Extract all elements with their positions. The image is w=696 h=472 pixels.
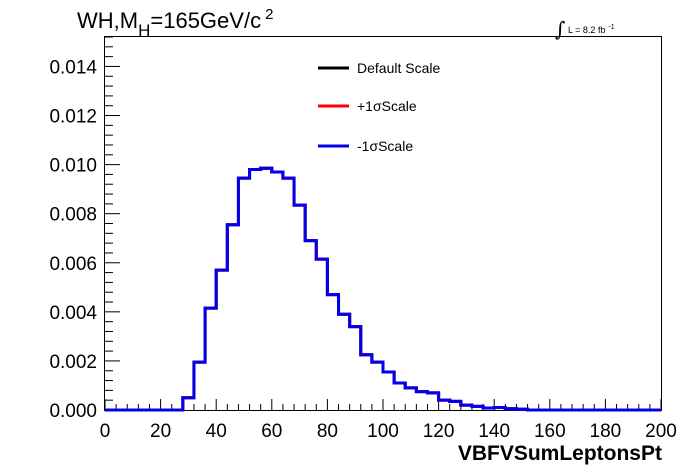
y-tick-label: 0.004 bbox=[49, 303, 97, 324]
plot-frame bbox=[104, 36, 662, 411]
series-line-1 bbox=[105, 166, 661, 412]
series-line-0 bbox=[105, 166, 661, 412]
series-line-2 bbox=[105, 166, 661, 412]
x-tick-label: 0 bbox=[100, 421, 111, 442]
y-tick-label: 0.010 bbox=[49, 156, 97, 177]
x-tick-label: 20 bbox=[150, 421, 171, 442]
title-superscript: 2 bbox=[265, 6, 273, 23]
x-axis: 0 20 40 60 80 100 120 140 160 180 200 bbox=[100, 399, 677, 442]
title-middle: =165GeV/c bbox=[150, 8, 261, 33]
chart-title: WH,MH=165GeV/c 2 bbox=[77, 6, 273, 40]
luminosity-integral-symbol: ∫ bbox=[555, 17, 565, 41]
luminosity-label: L = 8.2 fb -1 bbox=[568, 24, 615, 35]
luminosity-text: L = 8.2 fb bbox=[568, 25, 605, 35]
x-tick-label: 100 bbox=[367, 421, 399, 442]
legend-label-0: Default Scale bbox=[357, 60, 440, 76]
x-tick-label: 180 bbox=[590, 421, 622, 442]
y-tick-label: 0.006 bbox=[49, 254, 97, 275]
x-tick-label: 60 bbox=[261, 421, 282, 442]
y-tick-label: 0.014 bbox=[49, 57, 97, 78]
x-tick-label: 200 bbox=[645, 421, 677, 442]
legend: Default Scale +1σScale -1σScale bbox=[318, 60, 440, 154]
legend-label-1: +1σScale bbox=[357, 98, 417, 114]
x-tick-label: 160 bbox=[534, 421, 566, 442]
y-axis: 0.000 0.002 0.004 0.006 0.008 0.010 0.012 0.014 bbox=[49, 36, 120, 422]
x-tick-label: 120 bbox=[423, 421, 455, 442]
x-tick-label: 80 bbox=[317, 421, 338, 442]
x-axis-label: VBFVSumLeptonsPt bbox=[458, 442, 662, 465]
luminosity-superscript: -1 bbox=[608, 24, 614, 31]
y-tick-label: 0.000 bbox=[49, 401, 97, 422]
y-tick-label: 0.012 bbox=[49, 107, 97, 128]
title-subscript: H bbox=[138, 21, 150, 40]
y-tick-label: 0.008 bbox=[49, 205, 97, 226]
x-tick-label: 140 bbox=[478, 421, 510, 442]
legend-label-2: -1σScale bbox=[357, 138, 413, 154]
x-tick-label: 40 bbox=[206, 421, 227, 442]
series-layer bbox=[105, 166, 661, 412]
y-tick-label: 0.002 bbox=[49, 352, 97, 373]
title-prefix: WH,M bbox=[77, 8, 138, 33]
